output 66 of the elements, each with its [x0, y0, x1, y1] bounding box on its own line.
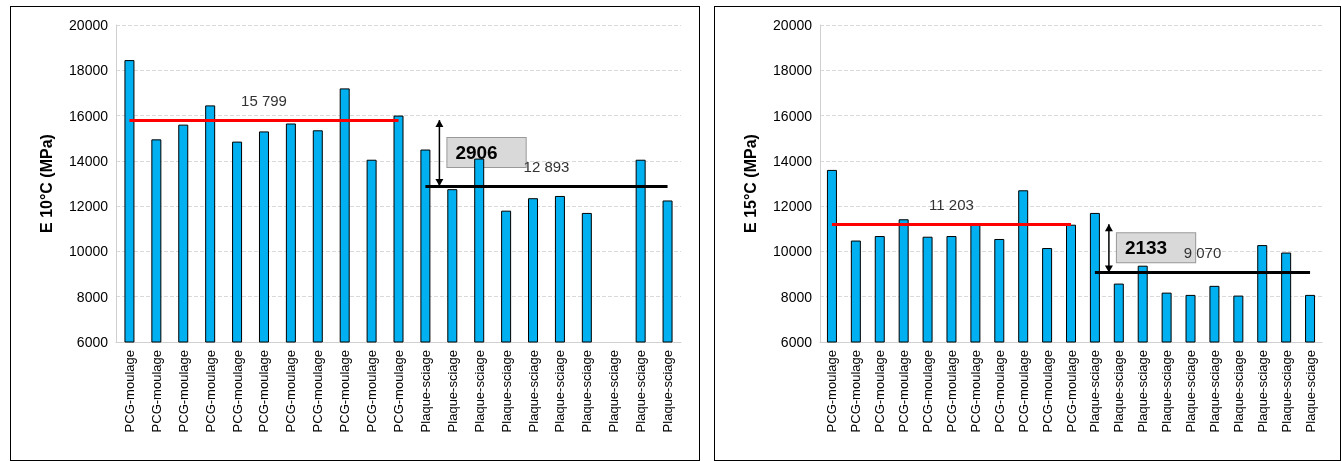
x-tick-label: PCG-moulage: [283, 350, 299, 433]
x-tick-label: PCG-moulage: [967, 350, 983, 433]
x-tick-label: PCG-moulage: [991, 350, 1007, 433]
x-tick-label: Plaque-sciage: [552, 350, 568, 433]
annotation: 2906: [455, 142, 498, 164]
x-tick-label: PCG-moulage: [364, 350, 380, 433]
x-tick-label: Plaque-sciage: [633, 350, 649, 433]
x-tick-label: PCG-moulage: [337, 350, 353, 433]
x-tick-label: Plaque-sciage: [1183, 350, 1199, 433]
x-tick-label: PCG-moulage: [391, 350, 406, 433]
ref-line-label: 11 203: [929, 196, 974, 214]
y-axis-title: E 10°C (MPa): [37, 134, 55, 233]
x-tick-label: PCG-moulage: [310, 350, 326, 433]
x-tick-label: Plaque-sciage: [444, 350, 460, 433]
x-tick-label: PCG-moulage: [848, 350, 864, 433]
x-tick-label: Plaque-sciage: [471, 350, 487, 433]
y-tick-label: 20000: [69, 17, 109, 33]
x-tick-label: PCG-moulage: [1015, 350, 1031, 433]
x-tick-label: PCG-moulage: [256, 350, 272, 433]
ref-line-label: 9 070: [1183, 244, 1222, 262]
x-tick-label: Plaque-sciage: [525, 350, 541, 433]
y-tick-label: 6000: [76, 334, 109, 350]
x-tick-label: Plaque-sciage: [579, 350, 595, 433]
y-tick-label: 14000: [773, 152, 813, 169]
y-tick-label: 16000: [773, 107, 813, 124]
x-tick-label: Plaque-sciage: [1206, 350, 1222, 433]
x-tick-label: PCG-moulage: [229, 350, 245, 433]
x-tick-label: Plaque-sciage: [1230, 350, 1246, 433]
x-tick-label: Plaque-sciage: [1278, 350, 1294, 433]
x-tick-label: PCG-moulage: [148, 350, 164, 433]
x-tick-label: Plaque-sciage: [1135, 350, 1151, 433]
x-tick-label: PCG-moulage: [1039, 350, 1055, 433]
x-tick-label: PCG-moulage: [1063, 350, 1079, 433]
x-tick-label: Plaque-sciage: [1254, 350, 1270, 433]
x-tick-label: Plaque-sciage: [1302, 350, 1318, 433]
x-tick-label: PCG-moulage: [920, 350, 936, 433]
x-tick-label: Plaque-sciage: [498, 350, 514, 433]
x-tick-label: Plaque-sciage: [1087, 350, 1103, 433]
x-tick-label: PCG-moulage: [175, 350, 191, 433]
y-tick-label: 8000: [780, 288, 813, 305]
y-axis-title: E 15°C (MPa): [741, 134, 759, 233]
y-tick-label: 8000: [76, 288, 109, 305]
y-tick-label: 10000: [69, 243, 109, 260]
x-tick-label: Plaque-sciage: [1159, 350, 1175, 433]
x-tick-label: PCG-moulage: [824, 350, 840, 433]
y-tick-label: 18000: [773, 62, 813, 79]
ref-line-label: 15 799: [241, 92, 287, 110]
x-tick-label: PCG-moulage: [943, 350, 959, 433]
x-tick-label: Plaque-sciage: [606, 350, 622, 433]
x-tick-label: PCG-moulage: [872, 350, 888, 433]
annotation: 2133: [1124, 237, 1168, 259]
y-tick-label: 20000: [773, 17, 813, 33]
x-tick-label: PCG-moulage: [121, 350, 137, 433]
x-tick-label: Plaque-sciage: [660, 350, 676, 433]
ref-line-label: 12 893: [523, 157, 570, 175]
x-tick-label: PCG-moulage: [896, 350, 912, 433]
y-tick-label: 12000: [773, 198, 813, 215]
y-tick-label: 16000: [69, 107, 109, 124]
x-tick-label: PCG-moulage: [202, 350, 218, 433]
x-tick-label: Plaque-sciage: [417, 350, 433, 433]
y-tick-label: 6000: [780, 334, 813, 350]
y-tick-label: 10000: [773, 243, 813, 260]
y-tick-label: 14000: [69, 152, 109, 169]
y-tick-label: 18000: [69, 62, 109, 79]
y-tick-label: 12000: [69, 198, 109, 215]
x-tick-label: Plaque-sciage: [1111, 350, 1127, 433]
